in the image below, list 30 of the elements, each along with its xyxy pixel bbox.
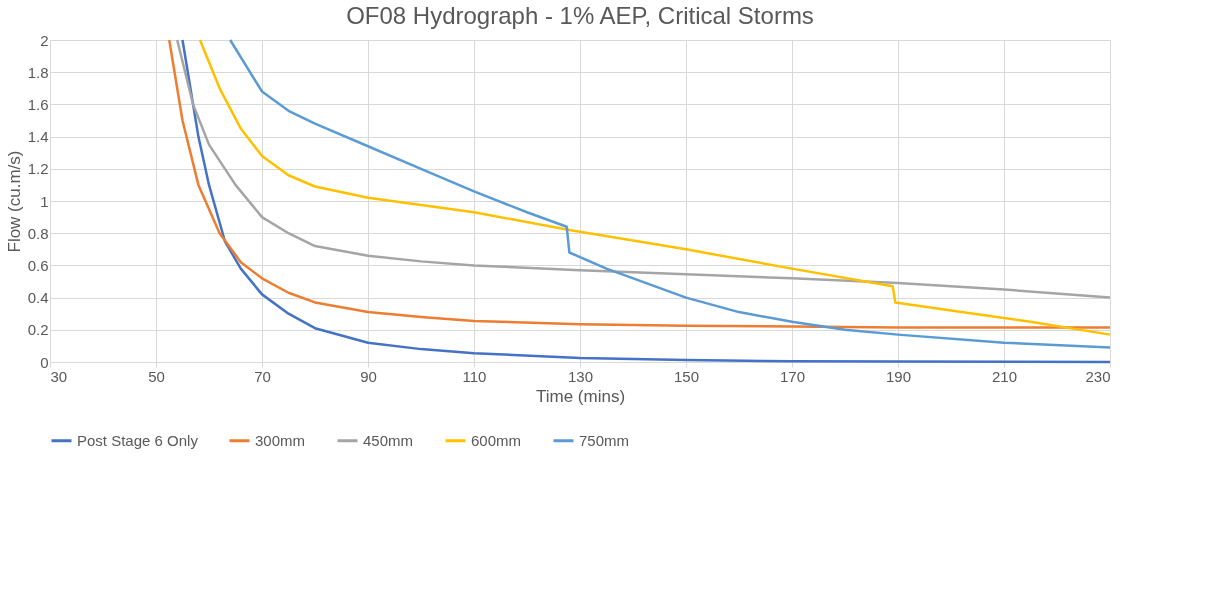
x-tick-label: 50 [148,367,165,385]
x-tick-label: 170 [779,367,806,385]
y-axis-title: Flow (cu.m/s) [4,150,24,253]
x-tick-label: 110 [462,367,487,385]
legend-label: 450mm [363,431,414,449]
y-tick-label: 0.2 [27,321,49,339]
x-tick-label: 130 [567,367,594,385]
x-tick-label: 210 [991,367,1018,385]
x-tick-label: 230 [1085,367,1111,385]
y-tick-label: 0.6 [27,256,49,274]
x-tick-label: 90 [360,367,377,385]
y-tick-label: 0 [40,353,49,371]
y-tick-label: 2 [40,31,49,49]
y-tick-label: 0.8 [27,224,49,242]
y-tick-label: 1.8 [27,63,49,81]
x-tick-label: 30 [50,367,68,385]
chart-title: OF08 Hydrograph - 1% AEP, Critical Storms [346,2,814,29]
y-tick-label: 1.2 [27,160,49,178]
y-tick-label: 1 [40,192,49,210]
x-axis-title: Time (mins) [535,386,626,406]
y-tick-label: 0.4 [27,289,49,307]
legend-label: 750mm [579,431,630,449]
x-tick-label: 190 [885,367,912,385]
y-tick-label: 1.4 [27,128,49,146]
y-tick-label: 1.6 [27,95,49,113]
x-tick-label: 150 [673,367,700,385]
legend-label: Post Stage 6 Only [77,431,199,449]
legend-label: 600mm [471,431,522,449]
legend-label: 300mm [255,431,306,449]
x-tick-label: 70 [254,367,271,385]
